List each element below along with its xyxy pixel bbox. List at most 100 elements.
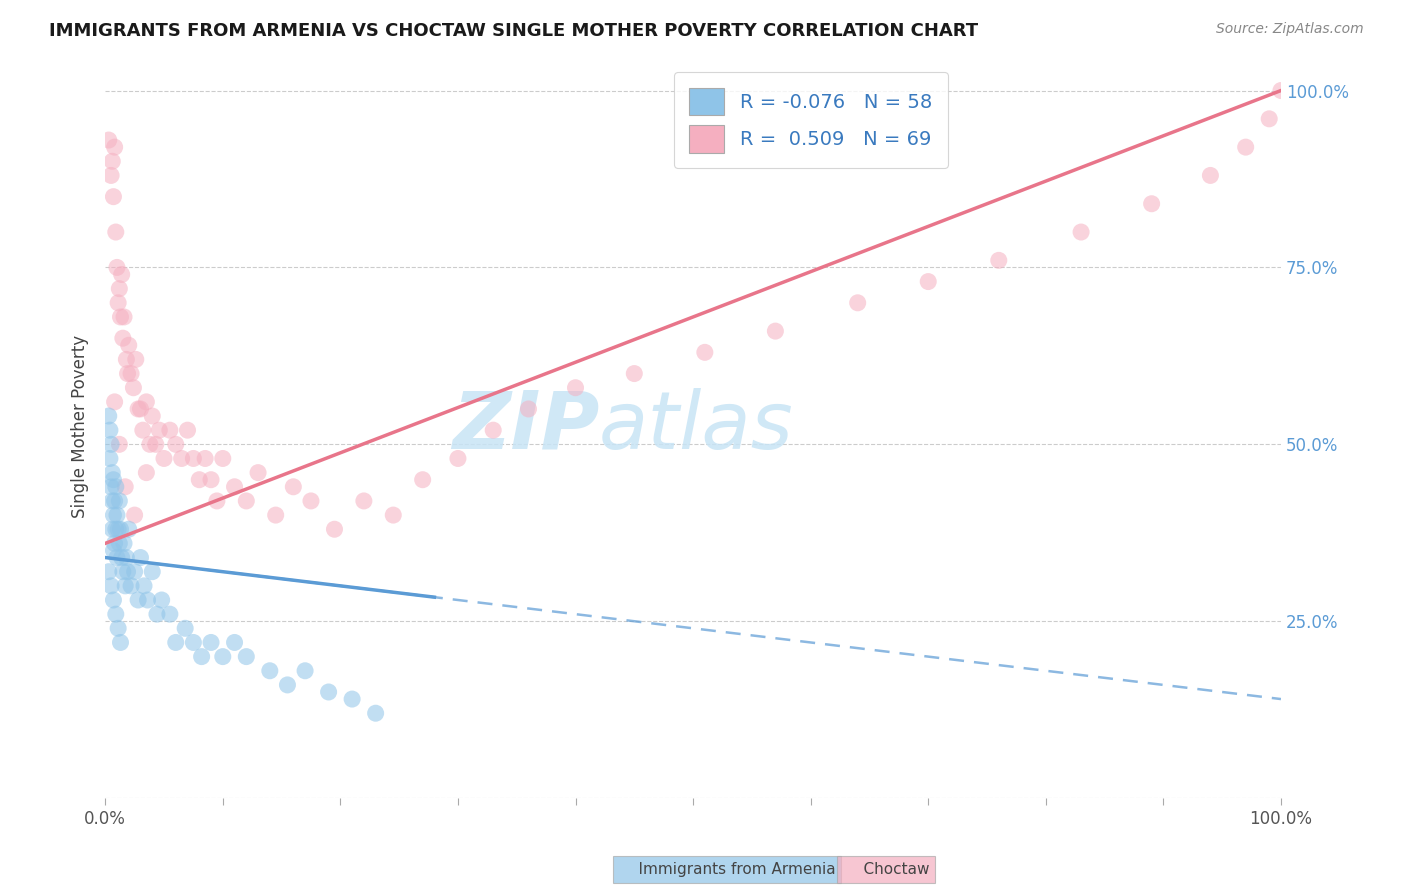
Point xyxy=(382,508,405,522)
Point xyxy=(114,480,136,494)
Point xyxy=(283,480,305,494)
Point xyxy=(145,437,167,451)
Point xyxy=(190,649,212,664)
Point xyxy=(124,565,146,579)
Point xyxy=(120,367,142,381)
Point xyxy=(135,466,157,480)
Point xyxy=(100,480,122,494)
Point xyxy=(103,508,125,522)
Point xyxy=(194,451,217,466)
Point xyxy=(264,508,287,522)
Text: atlas: atlas xyxy=(599,388,794,466)
Point xyxy=(623,367,645,381)
Point xyxy=(97,565,120,579)
Point xyxy=(104,522,127,536)
Point xyxy=(129,550,152,565)
Point xyxy=(98,451,121,466)
Point xyxy=(188,473,211,487)
Point xyxy=(1199,169,1222,183)
Point xyxy=(107,621,129,635)
Point xyxy=(183,451,205,466)
Point xyxy=(112,536,135,550)
Point xyxy=(104,536,127,550)
Point xyxy=(224,635,246,649)
Point xyxy=(115,352,138,367)
Point xyxy=(159,423,181,437)
Point xyxy=(104,494,127,508)
Point xyxy=(165,437,187,451)
Point xyxy=(105,550,128,565)
Point xyxy=(115,550,138,565)
Point xyxy=(129,401,152,416)
Point xyxy=(104,607,127,622)
Point xyxy=(183,635,205,649)
Point xyxy=(132,579,155,593)
Point xyxy=(141,409,163,423)
Point xyxy=(97,409,120,423)
Text: Source: ZipAtlas.com: Source: ZipAtlas.com xyxy=(1216,22,1364,37)
Point xyxy=(174,621,197,635)
Point xyxy=(235,494,257,508)
Point xyxy=(101,522,124,536)
Point xyxy=(170,451,193,466)
Point xyxy=(205,494,228,508)
Point xyxy=(211,649,233,664)
Point xyxy=(564,381,586,395)
Point xyxy=(104,480,127,494)
Point xyxy=(763,324,786,338)
Point xyxy=(108,536,131,550)
Point xyxy=(200,635,222,649)
Point xyxy=(103,543,125,558)
Point xyxy=(112,310,135,324)
Text: Immigrants from Armenia: Immigrants from Armenia xyxy=(619,863,835,877)
Point xyxy=(127,593,149,607)
Point xyxy=(917,275,939,289)
Point xyxy=(200,473,222,487)
Point xyxy=(146,607,169,622)
Point xyxy=(110,635,132,649)
Point xyxy=(340,692,363,706)
Point xyxy=(108,494,131,508)
Text: IMMIGRANTS FROM ARMENIA VS CHOCTAW SINGLE MOTHER POVERTY CORRELATION CHART: IMMIGRANTS FROM ARMENIA VS CHOCTAW SINGL… xyxy=(49,22,979,40)
Point xyxy=(517,401,540,416)
Point xyxy=(299,494,322,508)
Point xyxy=(98,423,121,437)
Point xyxy=(148,423,170,437)
Point xyxy=(447,451,470,466)
Point xyxy=(323,522,346,536)
Point xyxy=(987,253,1010,268)
Point xyxy=(235,649,257,664)
Point xyxy=(224,480,246,494)
Point xyxy=(693,345,716,359)
Point xyxy=(846,295,869,310)
Point xyxy=(118,522,141,536)
Point xyxy=(117,565,139,579)
Point xyxy=(104,395,127,409)
Point xyxy=(247,466,270,480)
Point xyxy=(132,423,155,437)
Text: ZIP: ZIP xyxy=(451,388,599,466)
Point xyxy=(107,522,129,536)
Point xyxy=(135,395,157,409)
Point xyxy=(104,225,127,239)
Point xyxy=(111,331,134,345)
Point xyxy=(100,579,122,593)
Point xyxy=(259,664,281,678)
Point xyxy=(139,437,162,451)
Point xyxy=(318,685,340,699)
Text: Choctaw: Choctaw xyxy=(844,863,929,877)
Point xyxy=(111,565,134,579)
Point xyxy=(136,593,159,607)
Point xyxy=(107,295,129,310)
Legend: R = -0.076   N = 58, R =  0.509   N = 69: R = -0.076 N = 58, R = 0.509 N = 69 xyxy=(673,72,948,169)
Point xyxy=(108,282,131,296)
Point xyxy=(101,466,124,480)
Point xyxy=(120,579,142,593)
Point xyxy=(353,494,375,508)
Point xyxy=(364,706,387,721)
Point xyxy=(153,451,176,466)
Point xyxy=(1234,140,1257,154)
Point xyxy=(141,565,163,579)
Point xyxy=(1258,112,1281,126)
Point xyxy=(105,508,128,522)
